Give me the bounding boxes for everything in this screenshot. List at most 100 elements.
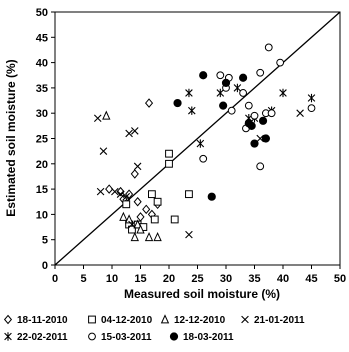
data-point [170, 215, 179, 224]
data-point [96, 187, 105, 196]
x-axis-title: Measured soil moisture (%) [124, 287, 280, 301]
legend-marker [88, 332, 96, 341]
data-point [307, 93, 316, 103]
data-point [185, 88, 193, 98]
legend-item: 04-12-2010 [88, 315, 153, 326]
x-tick-label: 30 [220, 273, 232, 285]
legend-item: 12-12-2010 [160, 314, 226, 326]
x-tick-label: 5 [80, 273, 86, 285]
data-point [221, 78, 231, 87]
legend-item: 22-02-2011 [4, 332, 68, 343]
series-22-02-2011 [185, 83, 316, 148]
legend: 18-11-2010 04-12-2010 12-12-2010 21-01-2011… [3, 314, 305, 343]
data-point [185, 230, 193, 239]
x-tick-label: 45 [305, 273, 317, 285]
data-point [207, 192, 216, 201]
data-point [93, 114, 102, 123]
legend-label: 21-01-2011 [254, 315, 305, 326]
y-tick-label: 0 [42, 260, 48, 272]
x-tick-label: 15 [134, 273, 146, 285]
legend-marker [3, 314, 13, 325]
x-tick-label: 35 [248, 273, 260, 285]
data-points [93, 43, 316, 242]
data-point [116, 190, 125, 198]
data-point [264, 43, 273, 52]
legend-marker [160, 314, 170, 324]
data-point [250, 139, 259, 148]
x-tick-label: 0 [52, 273, 58, 285]
data-point [128, 220, 136, 229]
x-tick-label: 20 [163, 273, 175, 285]
data-point [244, 101, 253, 110]
series-04-12-2010 [122, 149, 193, 234]
data-point [247, 121, 256, 130]
data-point [133, 219, 142, 229]
y-axis-ticks: 0 5 10 15 20 25 30 35 40 45 50 [36, 7, 55, 272]
y-tick-label: 50 [36, 7, 48, 19]
data-point [216, 71, 225, 80]
data-point [216, 88, 225, 98]
data-point [133, 196, 142, 207]
data-point [136, 212, 145, 222]
reference-line-1to1 [54, 11, 341, 266]
series-18-03-2011 [173, 71, 270, 201]
one-to-one-line [54, 11, 341, 266]
data-point [105, 184, 114, 194]
data-point [185, 190, 193, 199]
series-21-01-2011 [93, 109, 304, 239]
data-point [227, 106, 236, 115]
legend-item: 21-01-2011 [241, 315, 305, 326]
data-point [136, 224, 145, 234]
y-tick-label: 10 [36, 209, 48, 221]
data-point [102, 110, 111, 120]
data-point [130, 231, 139, 242]
x-tick-label: 25 [191, 273, 203, 285]
data-point [199, 71, 208, 80]
data-point [267, 109, 276, 118]
legend-marker [241, 315, 249, 324]
legend-marker [169, 332, 179, 341]
data-point [165, 159, 173, 168]
series-15-03-2011 [199, 43, 316, 171]
legend-label: 15-03-2011 [101, 332, 152, 343]
data-point [188, 106, 196, 115]
legend-item: 18-11-2010 [3, 314, 68, 326]
y-tick-label: 20 [36, 159, 48, 171]
y-tick-label: 15 [36, 184, 48, 196]
legend-label: 18-03-2011 [183, 332, 234, 343]
data-point [239, 89, 248, 97]
y-tick-label: 45 [36, 32, 48, 44]
data-point [111, 187, 119, 196]
data-point [144, 231, 154, 242]
x-axis-ticks: 0 5 10 15 20 25 30 35 40 45 50 [52, 265, 346, 285]
data-point [199, 154, 208, 163]
data-point [239, 73, 248, 82]
data-point [124, 214, 134, 224]
legend-item: 18-03-2011 [169, 332, 234, 343]
data-point [258, 116, 268, 125]
data-point [99, 147, 108, 155]
data-point [276, 58, 285, 67]
series-18-11-2010 [105, 98, 162, 222]
legend-label: 22-02-2011 [17, 332, 68, 343]
series-12-12-2010 [102, 110, 162, 242]
y-tick-label: 35 [36, 83, 48, 95]
data-point [256, 162, 265, 171]
data-point [130, 169, 139, 179]
data-point [128, 225, 136, 234]
data-point [150, 215, 159, 224]
data-point [256, 68, 265, 77]
legend-label: 04-12-2010 [101, 315, 153, 326]
data-point [233, 83, 242, 93]
data-point [119, 211, 128, 221]
data-point [173, 98, 182, 108]
legend-label: 18-11-2010 [17, 315, 68, 326]
x-tick-label: 10 [106, 273, 118, 285]
data-point [307, 104, 316, 113]
data-point [131, 127, 139, 135]
y-tick-label: 25 [36, 134, 48, 146]
y-tick-label: 40 [36, 58, 48, 70]
data-point [196, 139, 205, 148]
data-point [219, 101, 228, 110]
